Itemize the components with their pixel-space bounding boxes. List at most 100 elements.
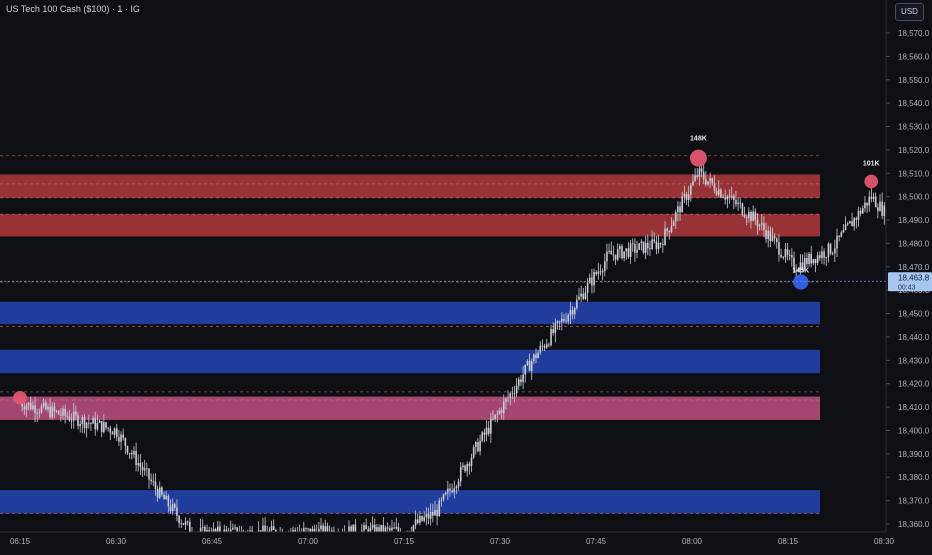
time-axis-panel[interactable] (0, 532, 932, 550)
candle (595, 269, 597, 277)
candle (462, 462, 464, 470)
time-tick-label: 07:30 (490, 537, 511, 546)
candle (455, 484, 458, 495)
candle (554, 318, 557, 343)
dashed-level-layer (0, 155, 820, 514)
price-tick-label: 18,540.0 (898, 99, 930, 108)
price-tick-label: 18,480.0 (898, 239, 930, 248)
currency-button[interactable]: USD (895, 3, 924, 21)
candle (419, 511, 421, 526)
candle (816, 251, 819, 265)
candle (165, 490, 167, 500)
candle (466, 461, 468, 477)
candle (548, 342, 550, 348)
candle (53, 402, 56, 419)
candle (679, 201, 681, 221)
volume-bubble-layer: 148K101K172K145K240K276K (13, 136, 880, 405)
candle (705, 171, 707, 187)
candle (530, 358, 533, 380)
candle (681, 191, 683, 213)
candle (470, 453, 473, 473)
candle (844, 216, 847, 231)
candle (494, 414, 496, 423)
price-tick-label: 18,410.0 (898, 403, 930, 412)
candle (60, 408, 62, 422)
candle (722, 194, 724, 199)
candle (601, 268, 604, 281)
candle (186, 520, 189, 526)
candle (150, 473, 152, 485)
candle (100, 420, 103, 438)
candle (739, 198, 742, 209)
candle (103, 414, 105, 434)
candle (825, 256, 828, 267)
price-tick-label: 18,430.0 (898, 356, 930, 365)
candle (468, 461, 471, 475)
candle (502, 394, 505, 420)
candle (588, 273, 591, 284)
candle (870, 187, 873, 203)
candle (720, 188, 722, 199)
candle (481, 430, 484, 443)
candle (416, 513, 419, 525)
candle (552, 322, 554, 336)
candle (167, 494, 170, 513)
time-tick-label: 07:00 (298, 537, 319, 546)
candle (128, 452, 131, 459)
candle (599, 264, 602, 276)
volume-bubble-label: 145K (792, 267, 809, 274)
candle (451, 483, 453, 494)
symbol-title[interactable]: US Tech 100 Cash ($100) · 1 · IG (6, 4, 140, 14)
candle (664, 221, 666, 246)
candle (533, 353, 535, 365)
candle (49, 398, 51, 420)
candle (29, 396, 32, 411)
candle (735, 191, 737, 208)
zone-supply-0 (0, 174, 820, 198)
candle (662, 238, 664, 253)
candle (184, 517, 187, 530)
candle (180, 519, 183, 529)
candle (457, 478, 460, 491)
candle (765, 222, 767, 243)
candle (625, 248, 628, 260)
candle (425, 507, 428, 526)
candle (174, 502, 176, 511)
candle (780, 248, 782, 259)
candle (68, 409, 71, 422)
candle (105, 421, 107, 431)
candle (711, 177, 714, 186)
candle (653, 232, 656, 244)
candle (606, 243, 608, 270)
candle (539, 341, 542, 355)
zone-supply-1 (0, 214, 820, 237)
candle (801, 254, 804, 273)
candle (201, 519, 204, 532)
candle (877, 203, 879, 219)
candle (700, 164, 703, 178)
price-tick-label: 18,570.0 (898, 29, 930, 38)
candle (866, 202, 868, 214)
candle (655, 235, 658, 255)
candle (745, 215, 748, 226)
candle (806, 252, 808, 268)
candle (724, 189, 726, 205)
candle (487, 420, 490, 437)
candle (823, 248, 825, 265)
candle (45, 399, 47, 411)
candle (741, 202, 744, 217)
candle (40, 403, 43, 415)
candle (763, 216, 765, 238)
candle (85, 421, 88, 438)
candle (788, 249, 791, 261)
candle (776, 236, 778, 249)
candle (657, 234, 660, 254)
price-tick-label: 18,450.0 (898, 310, 930, 319)
zone-demand-3 (0, 349, 820, 374)
volume-bubble-red (864, 174, 878, 189)
candle (614, 254, 617, 265)
price-tick-label: 18,500.0 (898, 193, 930, 202)
candle (427, 507, 430, 525)
